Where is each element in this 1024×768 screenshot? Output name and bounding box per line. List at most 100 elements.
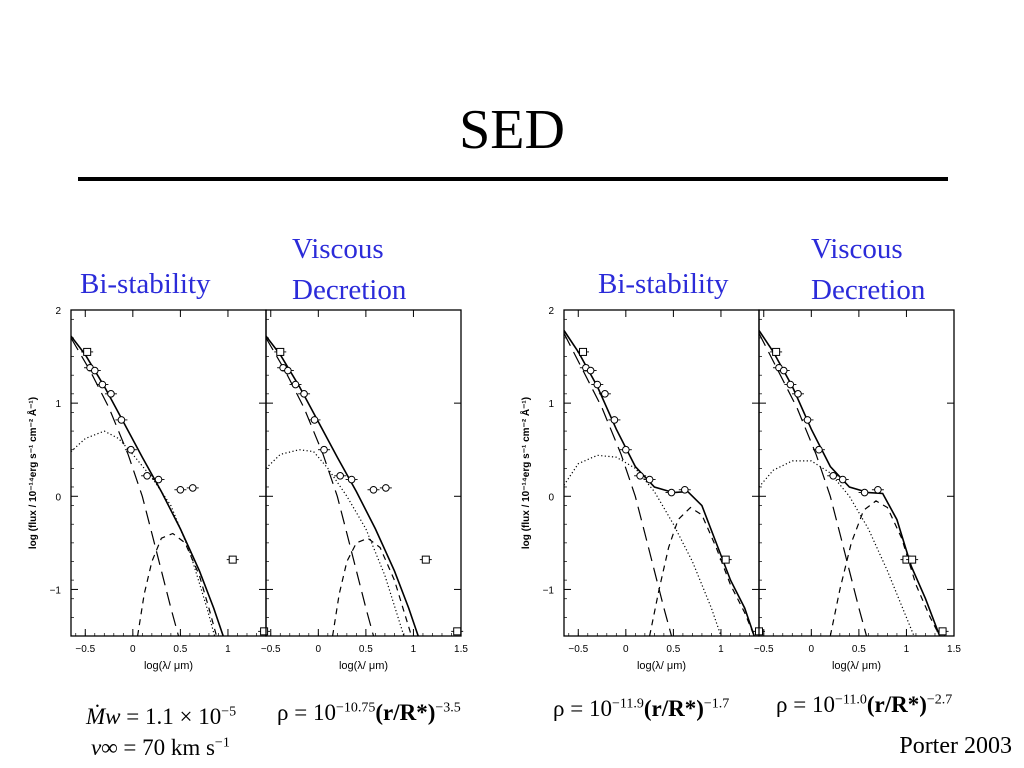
slide-title: SED bbox=[459, 99, 565, 161]
data-point-circle bbox=[98, 380, 107, 389]
formula-density-3: ρ = 10−11.0(r/R*)−2.7 bbox=[776, 692, 952, 718]
data-point-circle bbox=[154, 475, 163, 484]
y-tick-label: 2 bbox=[548, 306, 554, 317]
data-point-circle bbox=[803, 416, 812, 424]
sed-panel: −0.5 0 0.5 1 2 1 0 −1 log(λ/ μm) log (flux / 10⁻¹… bbox=[519, 306, 765, 672]
formula-rho3-exp1: −11.0 bbox=[834, 692, 867, 708]
data-point-square bbox=[83, 347, 92, 356]
sed-figure-left: −0.5 0 0.5 1 2 1 0 −1 log(λ/ μm) log (flux / 10⁻¹… bbox=[26, 306, 468, 672]
formula-rho2-exp2: −1.7 bbox=[703, 696, 730, 712]
y-tick-label: 0 bbox=[55, 492, 61, 503]
x-tick-label: 0.5 bbox=[173, 644, 187, 655]
formula-vinf-exponent: −1 bbox=[214, 735, 230, 751]
data-point-circle bbox=[117, 416, 126, 424]
x-axis-label: log(λ/ μm) bbox=[637, 660, 686, 672]
formula-rho1-base: ρ = 10 bbox=[277, 700, 336, 725]
sed-figure-right: −0.5 0 0.5 1 2 1 0 −1 log(λ/ μm) log (flux / 10⁻¹… bbox=[519, 306, 961, 672]
x-tick-label: −0.5 bbox=[261, 644, 281, 655]
data-point-square bbox=[260, 627, 269, 636]
x-tick-label: 0.5 bbox=[666, 644, 680, 655]
label-viscous-left: Viscous Decretion bbox=[292, 229, 406, 311]
x-tick-label: 0 bbox=[130, 644, 136, 655]
x-tick-label: 1.5 bbox=[947, 644, 961, 655]
data-point-circle bbox=[347, 475, 356, 484]
data-point-circle bbox=[300, 390, 308, 398]
data-point-circle bbox=[645, 475, 654, 484]
x-tick-label: 1 bbox=[718, 644, 724, 655]
data-point-circle bbox=[601, 390, 609, 398]
title-divider bbox=[78, 177, 948, 181]
data-point-circle bbox=[336, 471, 344, 480]
data-point-circle bbox=[622, 445, 630, 454]
series-long-dash-line bbox=[71, 337, 180, 636]
panel-frame bbox=[758, 309, 955, 637]
data-point-circle bbox=[310, 416, 319, 424]
label-viscous-left-line2: Decretion bbox=[292, 274, 407, 306]
series-dotted-line bbox=[266, 449, 405, 636]
data-point-circle bbox=[786, 380, 795, 389]
label-bistability-right: Bi-stability bbox=[598, 268, 729, 300]
data-point-circle bbox=[636, 471, 644, 480]
formula-rho2-ratio: (r/R*) bbox=[643, 696, 704, 721]
data-point-circle bbox=[874, 485, 882, 494]
data-point-circle bbox=[176, 485, 185, 494]
formula-mdot-value: = 1.1 × 10 bbox=[126, 704, 222, 729]
panel-frame bbox=[563, 309, 760, 637]
y-tick-label: −1 bbox=[543, 585, 555, 596]
x-axis-label: log(λ/ μm) bbox=[832, 660, 881, 672]
sed-panel: −0.5 0 0.5 1 1.5 log(λ/ μm) bbox=[754, 309, 961, 672]
formula-rho3-ratio: (r/R*) bbox=[866, 692, 927, 717]
label-viscous-right-line2: Decretion bbox=[811, 274, 926, 306]
data-point-square bbox=[938, 627, 947, 636]
panel-frame bbox=[70, 309, 267, 637]
series-long-dash-line bbox=[266, 337, 375, 636]
data-point-circle bbox=[127, 445, 135, 454]
y-tick-label: 1 bbox=[548, 399, 554, 410]
label-viscous-left-line1: Viscous bbox=[292, 233, 384, 265]
data-point-circle bbox=[320, 445, 328, 454]
formula-rho1-ratio: (r/R*) bbox=[375, 700, 436, 725]
data-point-circle bbox=[815, 445, 823, 454]
series-solid-line bbox=[71, 335, 224, 636]
data-point-circle bbox=[610, 416, 619, 424]
x-tick-label: 1 bbox=[904, 644, 910, 655]
series-short-dash-line bbox=[829, 500, 941, 636]
data-point-square bbox=[579, 347, 588, 356]
x-axis-label: log(λ/ μm) bbox=[339, 660, 388, 672]
series-solid-line bbox=[759, 330, 941, 636]
formula-density-1: ρ = 10−10.75(r/R*)−3.5 bbox=[277, 700, 461, 726]
data-point-circle bbox=[779, 366, 788, 375]
data-point-circle bbox=[90, 366, 99, 375]
data-point-circle bbox=[382, 484, 390, 492]
data-point-circle bbox=[593, 380, 602, 389]
data-point-circle bbox=[188, 484, 197, 492]
formula-rho3-exp2: −2.7 bbox=[926, 692, 953, 708]
data-point-circle bbox=[829, 471, 837, 480]
data-point-circle bbox=[681, 485, 689, 494]
data-point-circle bbox=[291, 380, 300, 389]
formula-mdot-symbol: Ṁw bbox=[86, 704, 121, 729]
formula-vinf-symbol: v∞ bbox=[91, 735, 118, 760]
series-dotted-line bbox=[564, 454, 722, 636]
formula-mass-loss: Ṁw = 1.1 × 10−5 bbox=[86, 704, 236, 730]
sed-panel: −0.5 0 0.5 1 2 1 0 −1 log(λ/ μm) log (flux / 10⁻¹… bbox=[26, 306, 271, 672]
y-axis-label: log (flux / 10⁻¹⁴erg s⁻¹ cm⁻² Å⁻¹) bbox=[26, 397, 39, 549]
data-point-square bbox=[228, 555, 237, 564]
label-bistability-left: Bi-stability bbox=[80, 268, 211, 300]
x-tick-label: 1 bbox=[411, 644, 417, 655]
data-point-square bbox=[772, 347, 781, 356]
x-axis-label: log(λ/ μm) bbox=[144, 660, 193, 672]
series-long-dash-line bbox=[564, 333, 673, 636]
formula-rho1-exp2: −3.5 bbox=[435, 700, 461, 716]
series-solid-line bbox=[266, 335, 419, 636]
credit-text: Porter 2003 bbox=[899, 733, 1012, 759]
x-tick-label: 0.5 bbox=[359, 644, 373, 655]
formula-vinf-value: = 70 km s bbox=[123, 735, 215, 760]
data-point-square bbox=[421, 555, 430, 564]
panel-frame bbox=[265, 309, 462, 637]
x-tick-label: 0 bbox=[316, 644, 322, 655]
data-point-circle bbox=[860, 488, 869, 497]
y-tick-label: 1 bbox=[55, 399, 61, 410]
data-point-square bbox=[276, 347, 285, 356]
x-tick-label: 1 bbox=[225, 644, 231, 655]
